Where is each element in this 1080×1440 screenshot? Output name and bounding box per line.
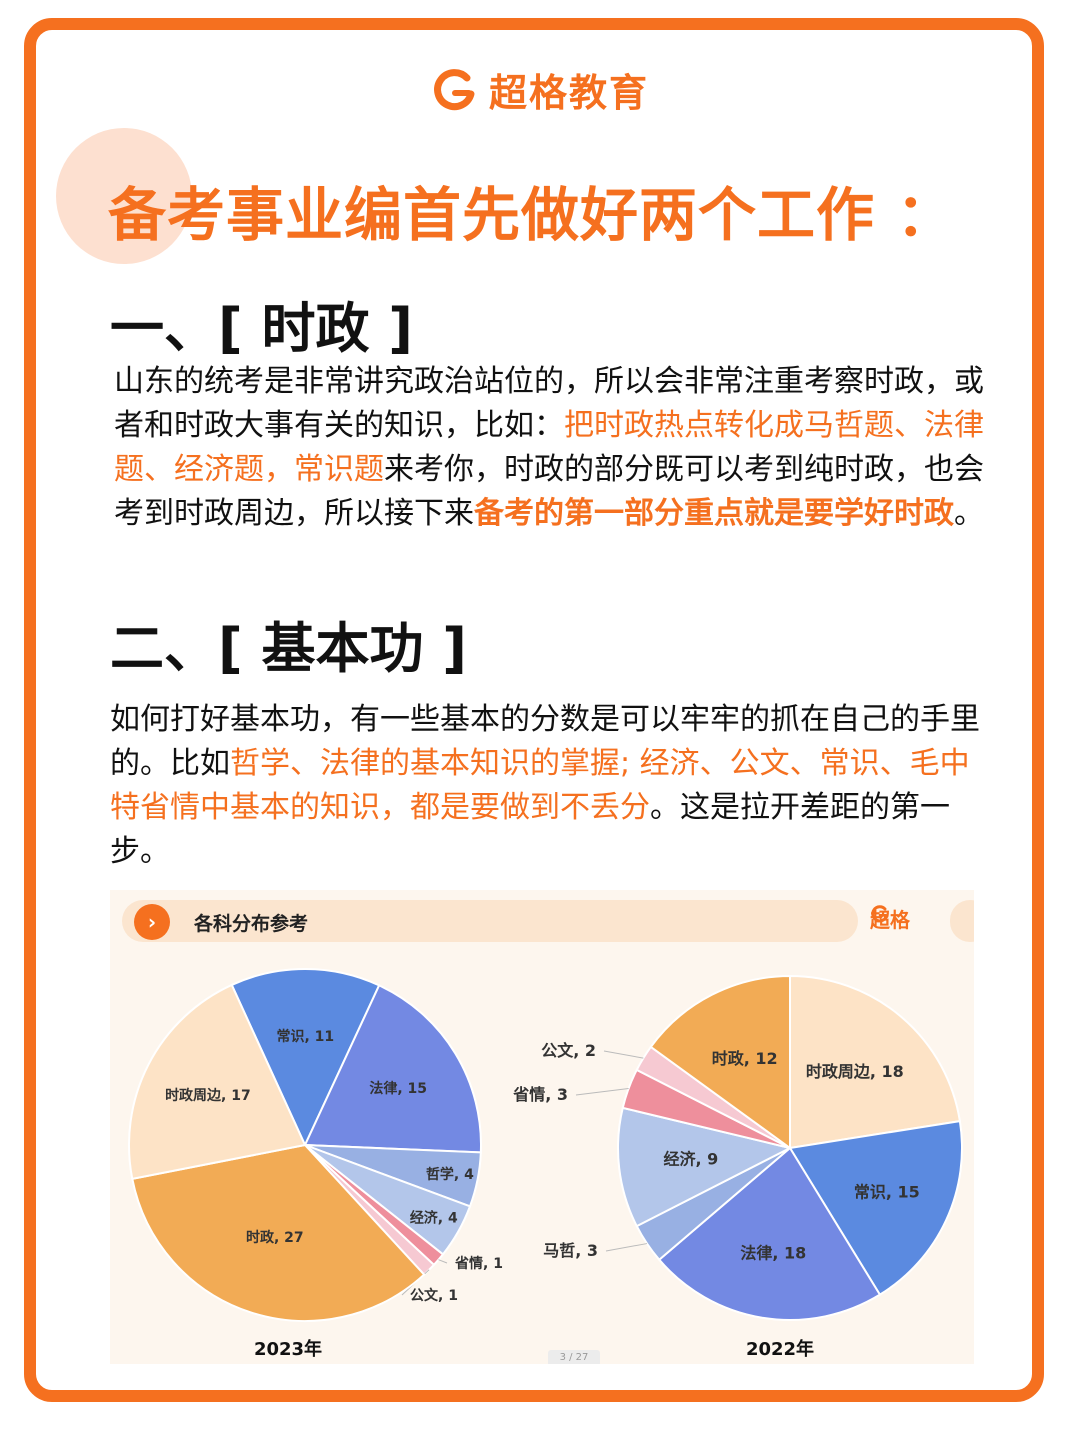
chart-banner-logo: 超格 xyxy=(870,904,910,933)
pie-slice-1-1 xyxy=(788,1119,963,1297)
pie-slice-1-0 xyxy=(789,974,962,1150)
slice-label: 常识, 15 xyxy=(854,1183,920,1202)
page-title: 备考事业编首先做好两个工作 ： xyxy=(108,181,956,249)
pie-slice-0-7 xyxy=(128,983,307,1181)
pie-charts: 常识, 11 法律, 15 哲学, 4 经济, 4 省情, 1 公文, 1 时政, 27 时政… xyxy=(128,968,963,1360)
highlight-bold-text: 备考的第一部分重点就是要学好时政 xyxy=(474,496,954,531)
leader-line xyxy=(438,1259,448,1264)
section-2-paragraph: 如何打好基本功，有一些基本的分数是可以牢牢的抓在自己的手里的。比如哲学、法律的基… xyxy=(110,698,980,874)
chart-banner-title: 各科分布参考 xyxy=(194,913,309,935)
leader-line xyxy=(605,1243,648,1252)
pie-slice-0-6 xyxy=(131,1143,426,1322)
brand-logo-icon xyxy=(871,905,889,923)
slice-label: 哲学, 4 xyxy=(426,1166,474,1183)
pie-slice-1-4 xyxy=(617,1106,793,1228)
text-run: 山东的统考是非常讲究政治站位的，所以会非常注重考察时政，或者和时政大事有关的知识… xyxy=(114,364,984,443)
chart-year-title: 2022年 xyxy=(746,1338,814,1360)
arrow-right-icon: › xyxy=(134,904,170,940)
pie-slice-1-2 xyxy=(657,1146,882,1321)
slice-label: 常识, 11 xyxy=(276,1028,334,1045)
text-run: 。这是拉开差距的第一步。 xyxy=(110,790,950,869)
chart-year-title: 2023年 xyxy=(254,1338,322,1360)
slice-label: 时政周边, 18 xyxy=(806,1062,904,1081)
pie-slice-0-1 xyxy=(303,984,482,1154)
brand-header: 超格教育 xyxy=(0,62,1080,117)
page-indicator: 3 / 27 xyxy=(548,1350,600,1364)
highlight-text: 把时政热点转化成马哲题、法律题、经济题，常识题 xyxy=(114,408,984,487)
section-1-heading: 一、[ 时政 ] xyxy=(110,297,413,360)
slice-label: 省情, 3 xyxy=(512,1085,568,1104)
section-2-heading: 二、[ 基本功 ] xyxy=(110,617,467,680)
leader-line xyxy=(603,1050,644,1059)
text-run: 如何打好基本功，有一些基本的分数是可以牢牢的抓在自己的手里的。比如 xyxy=(110,702,980,781)
slice-label: 时政, 12 xyxy=(712,1049,778,1068)
chart-banner xyxy=(122,900,858,942)
brand-name: 超格教育 xyxy=(488,71,649,115)
text-run: 。 xyxy=(954,496,984,531)
slice-label: 公文, 2 xyxy=(541,1041,596,1060)
slice-label: 马哲, 3 xyxy=(543,1241,598,1260)
brand-logo-icon xyxy=(434,68,475,110)
slice-label: 时政, 27 xyxy=(246,1229,304,1246)
banner-decoration xyxy=(950,900,974,942)
slice-label: 法律, 18 xyxy=(740,1243,806,1262)
text-run: 来考你，时政的部分既可以考到纯时政，也会考到时政周边，所以接下来 xyxy=(114,452,984,531)
slice-label: 时政周边, 17 xyxy=(165,1087,251,1104)
slice-label: 省情, 1 xyxy=(454,1255,503,1272)
highlight-text: 哲学、法律的基本知识的掌握; 经济、公文、常识、毛中特省情中基本的知识，都是要做… xyxy=(110,746,970,825)
slice-label: 法律, 15 xyxy=(369,1080,427,1097)
section-1-paragraph: 山东的统考是非常讲究政治站位的，所以会非常注重考察时政，或者和时政大事有关的知识… xyxy=(114,360,984,536)
leader-line xyxy=(575,1087,629,1096)
slice-label: 经济, 4 xyxy=(410,1210,458,1227)
pie-slice-1-7 xyxy=(649,974,791,1150)
chart-screenshot: › 各科分布参考 超格 常识, 11 法律, 15 哲学, 4 经济, 4 省情, 1 公… xyxy=(110,890,974,1364)
slice-label: 经济, 9 xyxy=(664,1150,719,1169)
decorative-circle xyxy=(56,128,192,264)
pie-slice-0-0 xyxy=(230,968,381,1148)
slice-label: 公文, 1 xyxy=(410,1287,458,1304)
